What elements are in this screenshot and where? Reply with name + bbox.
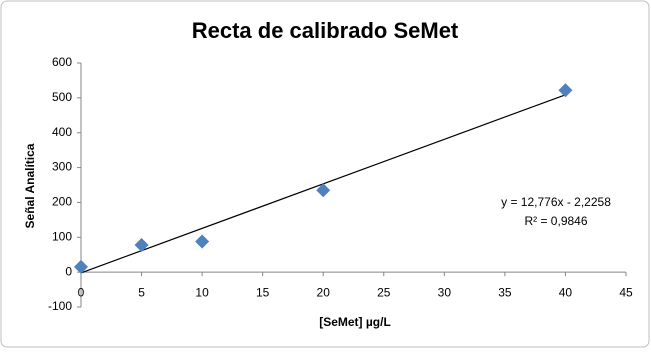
x-tick-label: 20 [317,285,331,299]
y-tick-label: 0 [65,264,72,278]
y-tick-label: 400 [52,125,72,139]
y-tick-label: 100 [52,229,72,243]
x-tick-label: 35 [498,285,512,299]
x-tick-label: 40 [559,285,573,299]
data-point [134,237,149,252]
y-tick-label: 500 [52,90,72,104]
x-tick-label: 30 [438,285,452,299]
y-tick-label: 300 [52,160,72,174]
x-tick-label: 25 [377,285,391,299]
x-tick-label: 5 [138,285,145,299]
trendline-equation: y = 12,776x - 2,2258 [501,195,611,209]
data-point [74,259,88,274]
data-point [195,234,210,249]
x-tick-label: 10 [195,285,209,299]
x-tick-label: 15 [256,285,270,299]
x-tick-label: 45 [619,285,633,299]
x-tick-label: 0 [78,285,85,299]
y-tick-label: 600 [52,55,72,69]
x-axis-label: [SeMet] µg/L [319,315,391,329]
trendline-r-squared: R² = 0,9846 [524,214,587,228]
y-axis-label: Señal Analítica [23,143,37,228]
data-point [558,83,573,98]
chart-title: Recta de calibrado SeMet [192,18,459,43]
data-point [316,183,331,198]
y-tick-label: -100 [48,299,72,313]
y-tick-label: 200 [52,195,72,209]
